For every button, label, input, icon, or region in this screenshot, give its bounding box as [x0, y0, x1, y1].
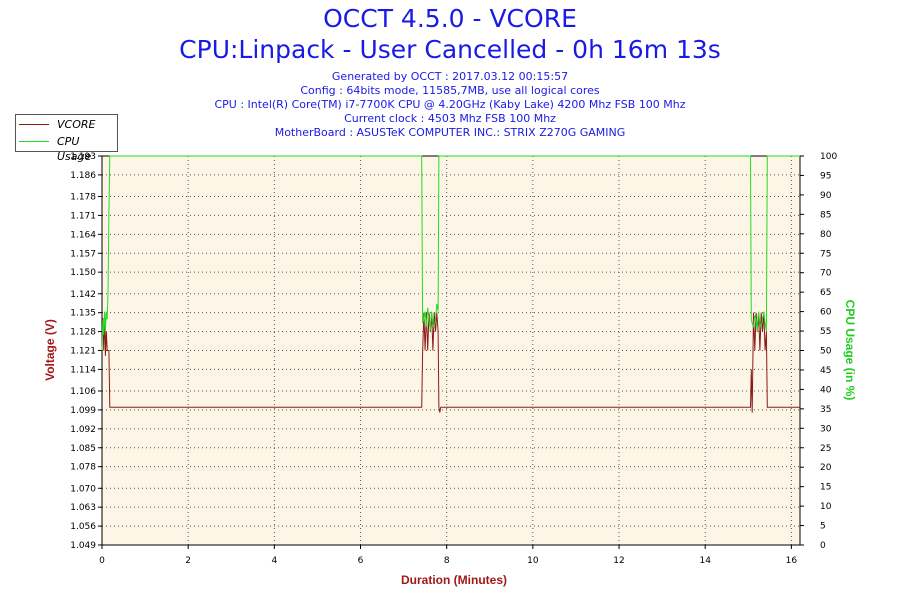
- y2-tick-label: 25: [820, 444, 831, 454]
- y-axis-title-right: CPU Usage (in %): [843, 300, 857, 401]
- y2-tick-label: 55: [820, 327, 831, 337]
- y2-tick-label: 90: [820, 191, 832, 201]
- series-line-vcore: [101, 312, 800, 413]
- x-tick-label: 8: [444, 556, 450, 566]
- y-tick-label: 1.193: [70, 152, 96, 162]
- y-tick-label: 1.092: [70, 425, 96, 435]
- x-tick-label: 10: [527, 556, 539, 566]
- legend: VCORE CPU Usage: [15, 114, 118, 163]
- y-tick-label: 1.150: [70, 268, 96, 278]
- y-axis-title-left: Voltage (V): [43, 319, 57, 381]
- y2-tick-label: 20: [820, 463, 832, 473]
- y2-tick-label: 10: [820, 502, 832, 512]
- y-tick-label: 1.157: [70, 249, 96, 259]
- y-tick-label: 1.063: [70, 503, 96, 513]
- info-config: Config : 64bits mode, 11585,7MB, use all…: [300, 84, 600, 97]
- y-tick-label: 1.171: [70, 211, 96, 221]
- y-tick-label: 1.106: [70, 387, 96, 397]
- legend-swatch-cpu-usage: [19, 141, 49, 142]
- y2-tick-label: 15: [820, 483, 831, 493]
- y2-tick-label: 45: [820, 366, 831, 376]
- x-tick-label: 4: [271, 556, 277, 566]
- y2-tick-label: 40: [820, 385, 832, 395]
- y2-tick-label: 60: [820, 308, 832, 318]
- x-tick-label: 0: [99, 556, 105, 566]
- x-tick-label: 16: [786, 556, 798, 566]
- x-tick-label: 2: [185, 556, 191, 566]
- y2-tick-label: 30: [820, 424, 832, 434]
- y-tick-label: 1.128: [70, 328, 96, 338]
- y-tick-label: 1.186: [70, 171, 96, 181]
- y2-tick-label: 75: [820, 249, 831, 259]
- y2-tick-label: 5: [820, 522, 826, 532]
- info-cpu: CPU : Intel(R) Core(TM) i7-7700K CPU @ 4…: [214, 98, 686, 111]
- y2-tick-label: 65: [820, 288, 831, 298]
- y-tick-label: 1.142: [70, 290, 96, 300]
- x-tick-label: 6: [358, 556, 364, 566]
- y2-tick-label: 0: [820, 541, 826, 551]
- y-tick-label: 1.164: [70, 230, 96, 240]
- y2-tick-label: 70: [820, 269, 832, 279]
- y-tick-label: 1.114: [70, 365, 96, 375]
- y2-tick-label: 85: [820, 210, 831, 220]
- series-line-cpu-usage: [101, 155, 800, 351]
- y2-tick-label: 95: [820, 171, 831, 181]
- y-tick-label: 1.099: [70, 406, 96, 416]
- y2-tick-label: 80: [820, 230, 832, 240]
- y-tick-label: 1.085: [70, 444, 96, 454]
- x-tick-label: 12: [613, 556, 624, 566]
- legend-item-cpu-usage: CPU Usage: [16, 134, 117, 163]
- legend-label-cpu-usage: CPU Usage: [57, 135, 92, 163]
- y-tick-label: 1.056: [70, 522, 96, 532]
- y-tick-label: 1.070: [70, 484, 96, 494]
- y-tick-label: 1.178: [70, 193, 96, 203]
- y2-tick-label: 50: [820, 347, 832, 357]
- y-tick-label: 1.135: [70, 309, 96, 319]
- legend-swatch-vcore: [19, 124, 49, 125]
- y-tick-label: 1.121: [70, 347, 96, 357]
- x-tick-label: 14: [699, 556, 711, 566]
- y-tick-label: 1.049: [70, 541, 96, 551]
- info-generated: Generated by OCCT : 2017.03.12 00:15:57: [331, 70, 569, 83]
- y2-tick-label: 35: [820, 405, 831, 415]
- info-clock: Current clock : 4503 Mhz FSB 100 Mhz: [344, 112, 556, 125]
- x-axis-title: Duration (Minutes): [401, 573, 507, 587]
- y2-tick-label: 100: [820, 152, 837, 162]
- legend-item-vcore: VCORE: [16, 117, 117, 132]
- info-motherboard: MotherBoard : ASUSTeK COMPUTER INC.: STR…: [274, 126, 626, 139]
- chart-subtitle: CPU:Linpack - User Cancelled - 0h 16m 13…: [179, 35, 721, 64]
- chart-title: OCCT 4.5.0 - VCORE: [323, 4, 577, 33]
- y-tick-label: 1.078: [70, 463, 96, 473]
- legend-label-vcore: VCORE: [57, 118, 96, 131]
